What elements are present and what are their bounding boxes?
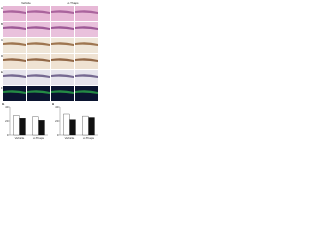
bar [69, 119, 76, 136]
tissue-layer [75, 58, 98, 62]
micrograph [27, 6, 50, 21]
bar [82, 115, 89, 136]
micrograph [75, 22, 98, 37]
micrograph [51, 54, 74, 69]
tissue-layer [75, 42, 98, 46]
bar [32, 116, 39, 136]
tissue-layer [51, 42, 74, 46]
panel-label: H [52, 102, 54, 106]
micrograph [51, 38, 74, 53]
tissue-layer [51, 26, 74, 30]
tissue-layer [51, 10, 74, 14]
tissue-layer [75, 10, 98, 14]
micrograph [3, 54, 26, 69]
panel-label: G [2, 102, 5, 106]
tissue-layer [27, 58, 50, 62]
tissue-layer [27, 74, 50, 78]
x-tick-label: α-Thaps [83, 136, 95, 140]
tissue-layer [27, 42, 50, 46]
micrograph [27, 38, 50, 53]
y-tick-label: 0 [57, 133, 59, 137]
micrograph [75, 86, 98, 101]
tissue-layer [75, 90, 98, 94]
micrograph [3, 38, 26, 53]
micrograph [3, 70, 26, 85]
micrograph [75, 38, 98, 53]
tissue-layer [27, 90, 50, 94]
x-tick-label: Vehicle [65, 136, 75, 140]
y-tick-label: 40 [5, 105, 9, 109]
x-tick-label: Vehicle [15, 136, 25, 140]
micrograph [51, 6, 74, 21]
tissue-layer [51, 58, 74, 62]
row-label: B [1, 22, 3, 26]
bar [19, 118, 26, 136]
bar [13, 115, 20, 136]
bar [63, 113, 70, 136]
micrograph [3, 6, 26, 21]
row-label: F [1, 86, 3, 90]
tissue-layer [75, 74, 98, 78]
row-label: A [1, 6, 3, 10]
tissue-layer [3, 10, 26, 14]
tissue-layer [27, 10, 50, 14]
micrograph [75, 70, 98, 85]
bar [88, 117, 95, 136]
tissue-layer [75, 26, 98, 30]
tissue-layer [27, 26, 50, 30]
row-label: C [1, 38, 4, 42]
x-tick-label: α-Thaps [33, 136, 45, 140]
micrograph [27, 86, 50, 101]
row-label: D [1, 54, 4, 58]
tissue-layer [3, 58, 26, 62]
micrograph [27, 22, 50, 37]
bar [38, 120, 45, 136]
figure: Vehicle α-Thaps A B C D E F G 0 20 40 Vehicle α-Tha… [1, 1, 98, 140]
group-header: α-Thaps [67, 1, 79, 5]
micrograph [75, 6, 98, 21]
tissue-layer [3, 42, 26, 46]
micrograph [27, 70, 50, 85]
micrograph [51, 86, 74, 101]
micrograph [27, 54, 50, 69]
micrograph [3, 22, 26, 37]
y-tick-label: 0 [7, 133, 9, 137]
y-tick-label: 20 [5, 119, 9, 123]
micrograph [51, 22, 74, 37]
tissue-layer [3, 90, 26, 94]
micrograph [75, 54, 98, 69]
tissue-layer [51, 90, 74, 94]
group-header: Vehicle [21, 1, 31, 5]
micrograph [51, 70, 74, 85]
row-label: E [1, 70, 3, 74]
tissue-layer [3, 74, 26, 78]
tissue-layer [3, 26, 26, 30]
micrograph [3, 86, 26, 101]
y-tick-label: 40 [55, 105, 59, 109]
y-tick-label: 20 [55, 119, 59, 123]
micrograph-grid [3, 6, 98, 101]
tissue-layer [51, 74, 74, 78]
